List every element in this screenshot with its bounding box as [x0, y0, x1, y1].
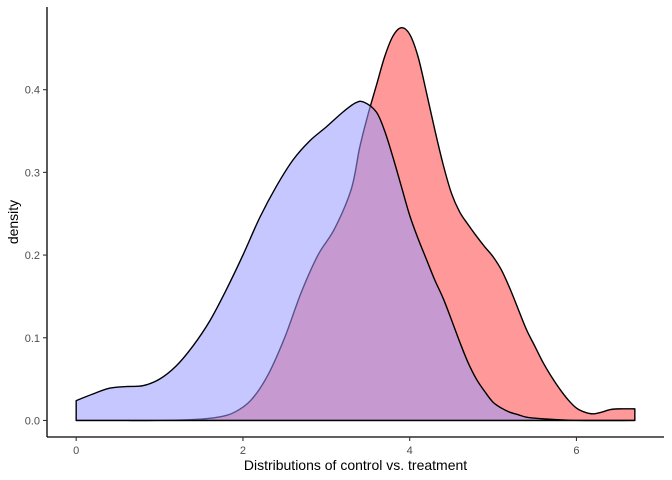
y-axis-ticks: 0.0 0.1 0.2 0.3 0.4 — [25, 85, 47, 427]
x-axis-title: Distributions of control vs. treatment — [244, 457, 467, 473]
x-tick-label: 4 — [407, 445, 413, 457]
axes — [46, 7, 664, 438]
x-tick-label: 0 — [73, 445, 79, 457]
y-tick-label: 0.2 — [25, 250, 40, 262]
y-tick-label: 0.0 — [25, 415, 40, 427]
y-tick-label: 0.4 — [25, 85, 40, 97]
density-area-2 — [75, 100, 636, 422]
y-tick-label: 0.3 — [25, 167, 40, 179]
x-tick-label: 6 — [573, 445, 579, 457]
x-axis-ticks: 0 2 4 6 — [73, 437, 580, 457]
x-tick-label: 2 — [240, 445, 246, 457]
y-axis-title: density — [5, 200, 21, 244]
density-areas — [75, 26, 636, 422]
y-tick-label: 0.1 — [25, 333, 40, 345]
